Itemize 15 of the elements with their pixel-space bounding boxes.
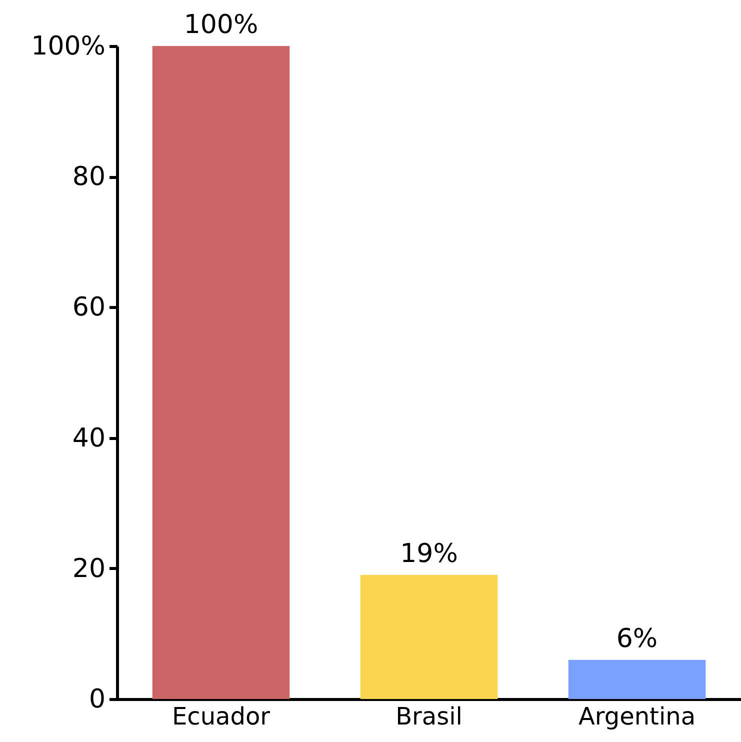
data-label: 100%: [184, 10, 258, 40]
y-tick-label: 60: [72, 292, 106, 323]
y-tick-label: 100%: [31, 32, 106, 62]
data-label: 19%: [400, 538, 458, 569]
bar: [568, 660, 706, 699]
data-label: 6%: [616, 624, 658, 654]
bar: [360, 574, 498, 699]
y-tick-label: 40: [72, 423, 106, 454]
y-tick-label: 0: [88, 684, 106, 714]
bar: [152, 46, 290, 699]
y-tick-label: 20: [72, 554, 106, 584]
x-tick-label: Ecuador: [172, 702, 270, 730]
y-tick-label: 80: [72, 162, 106, 192]
x-tick-label: Argentina: [578, 702, 696, 730]
x-tick-label: Brasil: [396, 702, 462, 730]
